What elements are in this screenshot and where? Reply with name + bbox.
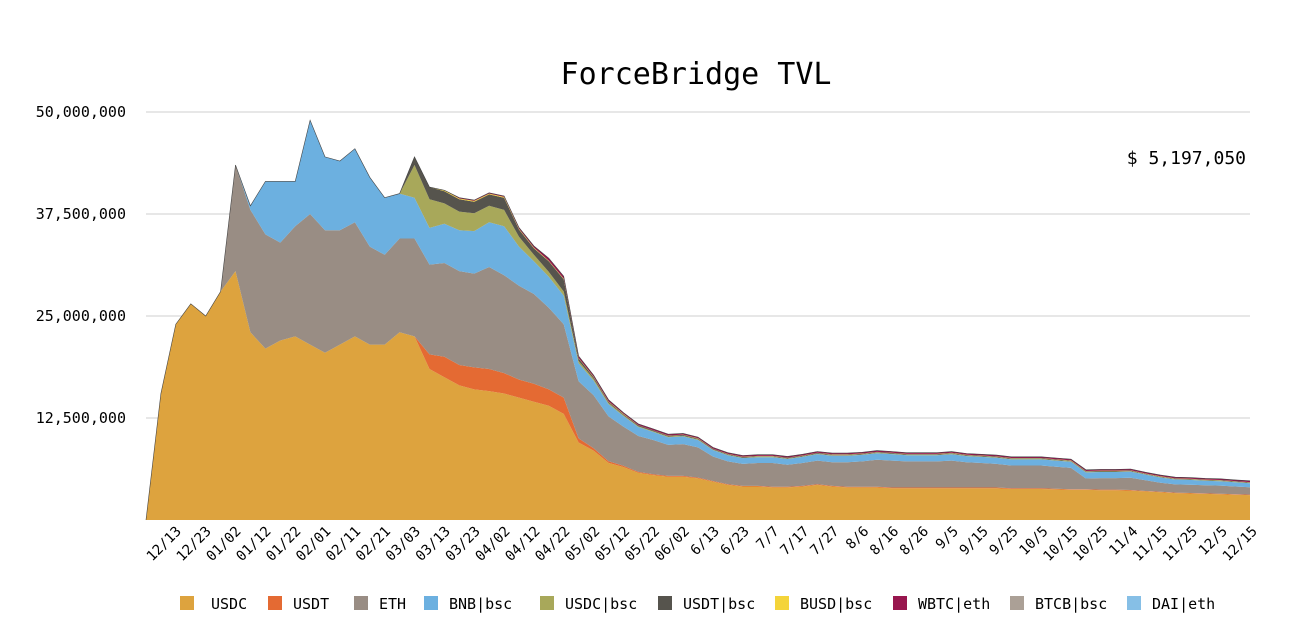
- total-outline: [145, 119, 1251, 521]
- x-tick-label: 7/27: [807, 524, 842, 559]
- stacked-areas: [145, 119, 1251, 521]
- x-tick-label: 6/13: [688, 524, 723, 559]
- x-tick-label: 12/15: [1220, 524, 1261, 565]
- legend-swatch: [1010, 596, 1024, 610]
- y-tick-label: 25,000,000: [36, 307, 126, 325]
- legend-label: WBTC|eth: [918, 595, 990, 613]
- y-tick-label: 37,500,000: [36, 205, 126, 223]
- legend-swatch: [424, 596, 438, 610]
- x-tick-label: 8/16: [867, 524, 902, 559]
- y-axis-ticks: 12,500,000 25,000,000 37,500,000 50,000,000: [36, 103, 126, 427]
- legend-swatch: [354, 596, 368, 610]
- legend: USDC USDT ETH BNB|bsc USDC|bsc USDT|bsc BUSD|b…: [180, 595, 1215, 613]
- legend-label: DAI|eth: [1152, 595, 1215, 613]
- legend-label: BNB|bsc: [449, 595, 512, 613]
- legend-label: BTCB|bsc: [1035, 595, 1107, 613]
- legend-swatch: [893, 596, 907, 610]
- x-tick-label: 9/25: [987, 524, 1022, 559]
- x-tick-label: 8/26: [897, 524, 932, 559]
- legend-swatch: [268, 596, 282, 610]
- x-tick-label: 11/25: [1160, 524, 1201, 565]
- chart-title: ForceBridge TVL: [561, 57, 832, 92]
- legend-label: USDC|bsc: [565, 595, 637, 613]
- x-tick-label: 06/02: [652, 524, 693, 565]
- area-series: [146, 165, 1250, 520]
- legend-swatch: [658, 596, 672, 610]
- legend-swatch: [180, 596, 194, 610]
- legend-swatch: [1127, 596, 1141, 610]
- y-tick-label: 50,000,000: [36, 103, 126, 121]
- x-tick-label: 9/15: [957, 524, 992, 559]
- area-series: [146, 271, 1250, 520]
- x-tick-label: 10/25: [1070, 524, 1111, 565]
- x-tick-label: 6/23: [718, 524, 753, 559]
- legend-swatch: [540, 596, 554, 610]
- y-tick-label: 12,500,000: [36, 409, 126, 427]
- legend-label: USDT: [293, 595, 329, 613]
- legend-label: ETH: [379, 595, 406, 613]
- legend-swatch: [775, 596, 789, 610]
- x-axis-ticks: 12/1312/2301/0201/1201/2202/0102/1102/21…: [144, 524, 1261, 565]
- current-value-label: $ 5,197,050: [1127, 148, 1246, 169]
- legend-label: BUSD|bsc: [800, 595, 872, 613]
- legend-label: USDC: [211, 595, 247, 613]
- legend-label: USDT|bsc: [683, 595, 755, 613]
- x-tick-label: 7/17: [777, 524, 812, 559]
- area-series: [146, 120, 1250, 520]
